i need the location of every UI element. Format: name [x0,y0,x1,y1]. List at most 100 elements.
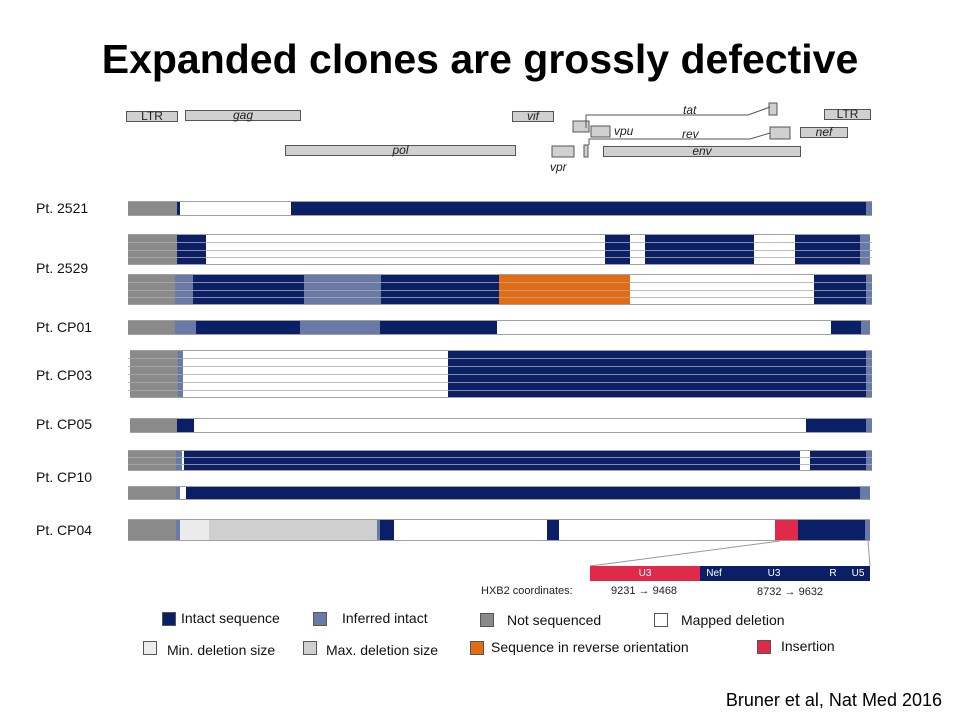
hxb2-range-1: 9231 → 9468 [611,585,678,597]
track-segment [547,519,559,541]
track-segment [180,201,291,216]
track-divider [128,297,872,298]
track-segment [182,450,184,471]
track-segment [795,234,860,265]
track-cp03 [0,350,960,398]
track-segment [866,450,872,471]
track-segment [800,450,810,471]
track-segment [180,486,186,500]
gene-env: env [603,145,801,157]
track-segment [128,486,176,500]
track-divider [128,250,872,251]
patient-label-cp04: Pt. CP04 [36,522,93,538]
track-segment [831,320,861,335]
gene-vpr-box [551,145,575,158]
track-segment [194,418,806,433]
patient-label-cp03: Pt. CP03 [36,367,93,383]
track-cp10-a [0,450,960,471]
zoom-r: R [820,566,846,581]
patient-label-cp01: Pt. CP01 [36,319,93,335]
track-divider [128,282,872,283]
track-divider [128,457,872,458]
legend-mapped-deletion: Mapped deletion [681,612,785,628]
legend-inferred: Inferred intact [342,610,428,626]
track-divider [128,374,872,375]
track-divider [128,366,872,367]
track-2529-a [0,234,960,265]
gene-vpu-label: vpu [614,124,634,138]
track-segment [394,519,547,541]
gene-tat-exon1 [583,144,589,158]
track-cp05 [0,418,960,433]
track-segment [128,320,175,335]
track-segment [300,320,380,335]
legend-not-sequenced: Not sequenced [507,612,602,628]
hxb2-label: HXB2 coordinates: [481,585,573,597]
legend-swatch-not-sequenced [480,613,494,627]
ltr-zoom-bar: U3 Nef U3 R U5 [590,566,870,581]
track-segment [814,274,866,305]
track-segment [128,234,177,265]
track-segment [377,519,380,541]
legend-max-deletion: Max. deletion size [326,642,439,658]
legend-swatch-max-deletion [303,641,317,655]
track-segment [128,274,175,305]
gene-vif: vif [512,110,554,122]
genome-exon-lines [551,102,791,158]
zoom-u3: U3 [728,566,820,581]
gene-pol: pol [285,144,516,156]
track-segment [861,320,870,335]
track-segment [176,450,182,471]
track-segment [798,519,865,541]
track-segment [806,418,866,433]
legend-swatch-intact [162,612,176,626]
legend-swatch-insertion [757,640,771,654]
legend-swatch-inferred [313,612,327,626]
track-segment [499,274,630,305]
track-cp10-b [0,486,960,500]
patient-label-2529: Pt. 2529 [36,260,89,276]
track-segment [559,519,775,541]
track-segment [209,519,377,541]
track-segment [177,201,180,216]
track-segment [380,320,497,335]
track-segment [381,274,499,305]
legend-reverse: Sequence in reverse orientation [491,639,689,655]
patient-label-2521: Pt. 2521 [36,200,89,216]
citation: Bruner et al, Nat Med 2016 [725,690,942,710]
track-segment [630,274,814,305]
track-segment [866,274,872,305]
track-segment [860,234,870,265]
zoom-u3-insert: U3 [590,566,700,581]
patient-label-cp05: Pt. CP05 [36,416,93,432]
tat-splice-line [585,106,771,128]
gene-rev-label: rev [682,127,699,141]
track-divider [128,358,872,359]
gene-tat-label: tat [683,103,697,117]
track-divider [128,290,872,291]
track-segment [193,274,304,305]
track-segment [177,234,206,265]
track-divider [128,390,872,391]
legend-swatch-mapped-deletion [654,613,668,627]
track-segment [186,486,860,500]
track-segment [866,201,872,216]
track-segment [605,234,630,265]
track-divider [128,257,872,258]
rev-splice-line [588,132,771,145]
track-segment [645,234,754,265]
track-divider [128,242,872,243]
track-segment [176,519,180,541]
gene-tat-exon2 [768,102,778,116]
track-segment [775,519,798,541]
track-segment [128,519,176,541]
track-segment [866,418,872,433]
track-segment [180,519,209,541]
track-segment [206,234,605,265]
gene-vpu-box [572,120,590,133]
legend-swatch-reverse [470,641,484,655]
gene-vpu-box2 [590,125,611,138]
legend-min-deletion: Min. deletion size [167,642,276,658]
track-segment [128,201,177,216]
hxb2-range-2: 8732 → 9632 [757,586,824,598]
